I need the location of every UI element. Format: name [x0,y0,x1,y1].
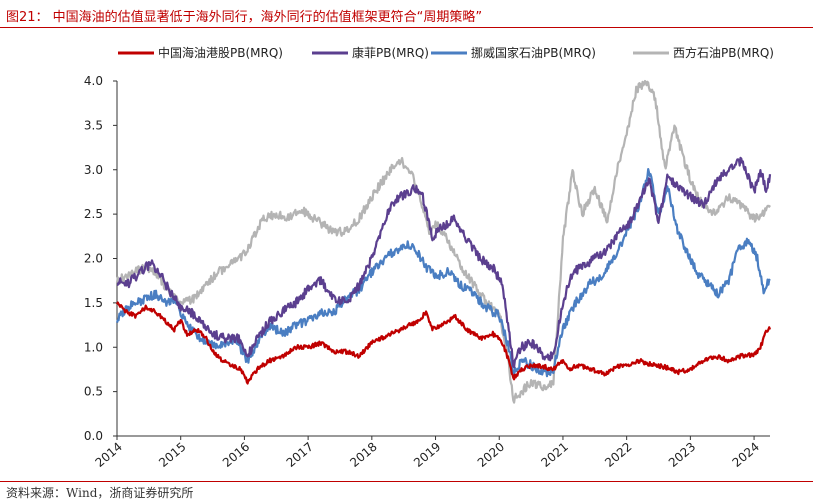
legend-item-4: 西方石油PB(MRQ) [633,45,774,60]
title-bar: 图21： 中国海油的估值显著低于海外同行，海外同行的估值框架更符合“周期策略” [0,0,813,26]
x-tick-label: 2014 [93,440,125,470]
x-tick-label: 2020 [475,440,507,470]
legend-item-2: 康菲PB(MRQ) [312,45,429,60]
y-tick-label: 0.5 [84,385,103,399]
x-tick-label: 2019 [411,440,443,470]
footer-divider [0,481,813,482]
x-tick-label: 2016 [220,440,252,470]
legend-label: 挪威国家石油PB(MRQ) [471,45,596,60]
x-tick-label: 2024 [730,440,762,470]
y-tick-label: 4.0 [84,74,103,88]
series-line-2 [116,156,772,369]
plot-area: 0.0 0.5 1.0 1.5 2.0 2.5 3.0 3.5 4.0 2014 2015 2016 2… [84,74,772,470]
legend-label: 康菲PB(MRQ) [352,45,429,60]
y-tick-label: 1.0 [84,340,103,354]
series-line-1 [115,301,772,385]
title-divider [0,27,813,28]
x-tick-label: 2018 [347,440,379,470]
source-note: 资料来源：Wind，浙商证券研究所 [6,486,194,500]
y-tick-label: 1.5 [84,296,103,310]
legend-item-3: 挪威国家石油PB(MRQ) [431,45,596,60]
chart-legend: 中国海油港股PB(MRQ) 康菲PB(MRQ) 挪威国家石油PB(MRQ) 西方石油P… [118,45,774,60]
y-tick-label: 3.5 [84,118,103,132]
x-tick-label: 2015 [156,440,188,470]
y-tick-label: 3.0 [84,163,103,177]
legend-item-1: 中国海油港股PB(MRQ) [118,45,283,60]
figure-title: 图21： 中国海油的估值显著低于海外同行，海外同行的估值框架更符合“周期策略” [6,10,483,25]
line-chart: 中国海油港股PB(MRQ) 康菲PB(MRQ) 挪威国家石油PB(MRQ) 西方石油P… [84,45,774,470]
series-line-4 [115,79,771,404]
legend-label: 西方石油PB(MRQ) [673,45,774,60]
y-tick-label: 0.0 [84,429,103,443]
y-tick-label: 2.0 [84,252,103,266]
y-tick-label: 2.5 [84,207,103,221]
x-tick-label: 2021 [538,440,570,470]
x-tick-label: 2017 [284,440,316,470]
x-tick-label: 2023 [666,440,698,470]
x-tick-label: 2022 [602,440,634,470]
legend-label: 中国海油港股PB(MRQ) [158,45,283,60]
